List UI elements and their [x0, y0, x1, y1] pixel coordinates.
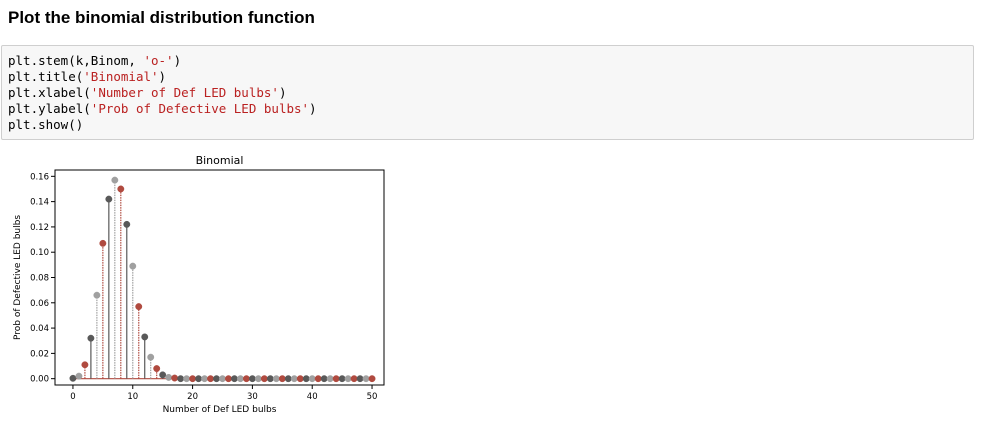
- stem-marker: [93, 291, 101, 299]
- code-string: 'Prob of Defective LED bulbs': [90, 101, 310, 116]
- stem-marker: [159, 371, 167, 379]
- stem-marker: [117, 185, 125, 193]
- code-line: plt.ylabel('Prob of Defective LED bulbs'…: [8, 101, 973, 117]
- code-text: ): [173, 53, 182, 68]
- x-tick-label: 30: [247, 392, 258, 402]
- code-text: plt.ylabel(: [8, 101, 91, 116]
- stem-marker: [141, 333, 149, 341]
- stem-marker: [231, 375, 238, 383]
- stem-marker: [123, 220, 131, 228]
- stem-marker: [290, 375, 298, 383]
- stem-marker: [129, 262, 137, 270]
- stem-marker: [320, 375, 328, 383]
- stem-marker: [272, 375, 280, 383]
- plot-frame: [54, 169, 385, 386]
- stem-marker: [111, 176, 119, 184]
- x-tick-label: 20: [187, 392, 198, 402]
- x-tick-label: 10: [127, 392, 138, 402]
- code-line: plt.title('Binomial'): [8, 69, 973, 85]
- x-axis-label: Number of Def LED bulbs: [163, 405, 277, 415]
- y-tick-label: 0.08: [30, 274, 49, 284]
- binomial-chart: Binomial 0 10 20 30 40 50 0.00 0.02 0.04 0.06 0.08 0…: [13, 154, 385, 415]
- code-line: plt.xlabel('Number of Def LED bulbs'): [8, 85, 973, 101]
- code-text: ): [158, 69, 167, 84]
- stem-marker: [189, 375, 197, 383]
- code-text: plt.show(): [8, 117, 84, 132]
- stem-marker: [260, 375, 268, 383]
- stem-marker: [207, 375, 214, 383]
- stem-marker: [308, 375, 316, 383]
- stem-marker: [326, 375, 334, 383]
- code-text: plt.xlabel(: [8, 85, 91, 100]
- x-tick-label: 0: [70, 392, 75, 402]
- stem-marker: [99, 239, 107, 247]
- stem-marker: [302, 375, 310, 383]
- stem-marker: [171, 374, 179, 382]
- code-line: plt.show(): [8, 117, 973, 133]
- stem-marker: [332, 375, 340, 383]
- y-tick-label: 0.06: [30, 299, 49, 309]
- stem-marker: [183, 375, 191, 383]
- y-tick-label: 0.10: [30, 248, 49, 258]
- x-tick-label: 40: [307, 392, 318, 402]
- stem-marker: [314, 375, 322, 383]
- stem-marker: [236, 375, 244, 383]
- y-axis-label: Prob of Defective LED bulbs: [13, 215, 23, 340]
- stem-marker: [219, 375, 226, 383]
- y-tick-label: 0.04: [30, 324, 49, 334]
- stem-marker: [278, 375, 286, 383]
- stem-marker: [344, 375, 352, 383]
- code-text: ): [309, 101, 317, 116]
- y-tick-label: 0.12: [30, 223, 49, 233]
- code-string: 'o-': [143, 53, 174, 68]
- code-text: plt.title(: [8, 69, 84, 84]
- y-tick-label: 0.00: [30, 375, 49, 385]
- stem-marker: [296, 375, 304, 383]
- stem-marker: [362, 375, 370, 383]
- code-text: ): [278, 85, 287, 100]
- stem-marker: [165, 373, 173, 381]
- code-cell-input[interactable]: plt.stem(k,Binom, 'o-') plt.title('Binomi…: [1, 45, 974, 140]
- stem-marker: [105, 195, 113, 203]
- stem-marker: [284, 375, 292, 383]
- code-string: 'Number of Def LED bulbs': [90, 85, 279, 100]
- stem-marker: [81, 361, 89, 369]
- y-tick-label: 0.02: [30, 349, 49, 359]
- code-line: plt.stem(k,Binom, 'o-'): [8, 53, 973, 69]
- stem-marker: [177, 375, 185, 383]
- stem-marker: [135, 303, 143, 311]
- stem-marker: [248, 375, 256, 383]
- plot-output: Binomial 0 10 20 30 40 50 0.00 0.02 0.04 0.06 0.08 0…: [0, 148, 400, 428]
- stem-marker: [254, 375, 262, 383]
- stem-marker: [153, 365, 161, 373]
- code-string: 'Binomial': [83, 69, 159, 84]
- stem-marker: [368, 375, 376, 383]
- stem-marker: [338, 375, 346, 383]
- stem-marker: [225, 375, 232, 383]
- stem-marker: [87, 334, 95, 342]
- cell-heading: Plot the binomial distribution function: [8, 8, 315, 27]
- chart-title: Binomial: [196, 154, 244, 167]
- stem-marker: [213, 375, 220, 383]
- stem-marker: [147, 353, 155, 361]
- y-tick-label: 0.16: [30, 172, 49, 182]
- stem-marker: [266, 375, 274, 383]
- stem-marker: [75, 372, 83, 380]
- stem-marker: [242, 375, 250, 383]
- y-tick-label: 0.14: [30, 198, 49, 208]
- stem-marker: [195, 375, 203, 383]
- code-text: plt.stem(k,Binom,: [8, 53, 144, 68]
- x-tick-label: 50: [367, 392, 378, 402]
- stem-marker: [69, 374, 77, 382]
- stem-marker: [356, 375, 364, 383]
- stem-marker: [201, 375, 208, 383]
- stem-marker: [350, 375, 358, 383]
